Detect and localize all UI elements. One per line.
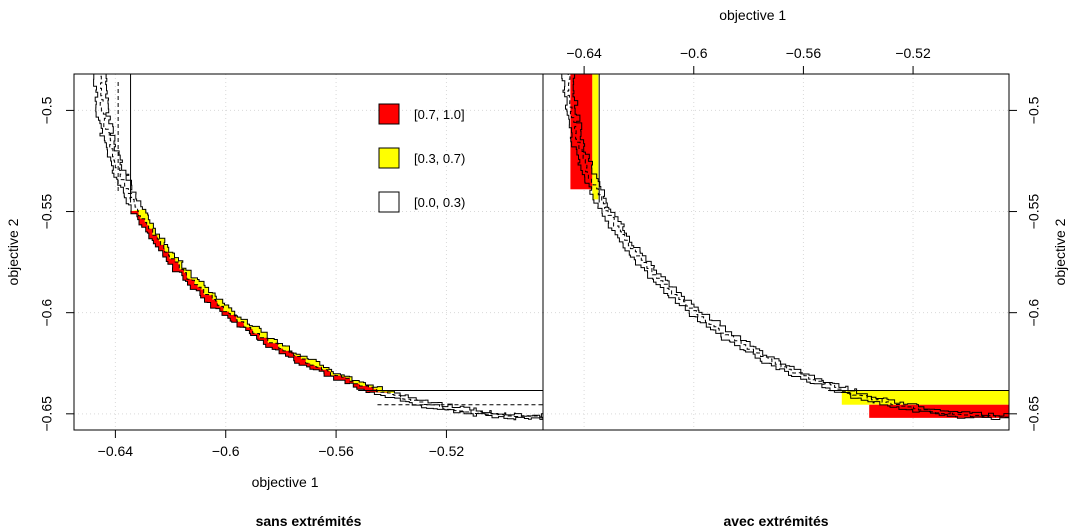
x-tick-label: −0.56: [786, 45, 822, 61]
region-yellow-bottom-right: [841, 390, 1009, 405]
y-tick-label: −0.6: [1026, 299, 1042, 327]
region-red-bottom-right: [869, 404, 1009, 418]
x-tick-label: −0.6: [212, 443, 240, 459]
y-axis-title: objective 2: [1052, 218, 1068, 285]
panel-title: avec extrémités: [723, 513, 828, 529]
front-solid-inner: [561, 74, 1009, 420]
y-tick-label: −0.5: [39, 96, 55, 124]
legend-label-0: [0.7, 1.0]: [414, 107, 465, 122]
x-tick-label: −0.52: [429, 443, 465, 459]
y-tick-label: −0.55: [1026, 194, 1042, 230]
y-tick-label: −0.55: [39, 194, 55, 230]
region-yellow-top-left: [592, 74, 599, 200]
panel-sans-extremites: −0.64 −0.6 −0.56 −0.52 −0.5 −0.55 −0.6 −0.65 obj…: [5, 73, 544, 529]
x-axis-title: objective 1: [719, 7, 786, 23]
panel-avec-extremites: −0.64 −0.6 −0.56 −0.52 −0.5 −0.55 −0.6 −0.65 obj…: [542, 7, 1068, 529]
x-tick-label: −0.6: [680, 45, 708, 61]
legend: [0.7, 1.0] [0.3, 0.7) [0.0, 0.3): [378, 103, 465, 213]
x-tick-label: −0.64: [566, 45, 602, 61]
band-yellow: [130, 209, 401, 393]
x-tick-label: −0.52: [895, 45, 931, 61]
front-solid-outer: [572, 74, 1009, 417]
panel-frame: [73, 73, 544, 431]
legend-swatch-0: [378, 103, 400, 125]
panel-frame: [542, 73, 1010, 431]
x-tick-label: −0.56: [318, 443, 354, 459]
front-solid-inner: [93, 74, 543, 421]
x-tick-label: −0.64: [98, 443, 134, 459]
plot-area: [543, 74, 1009, 430]
y-tick-label: −0.65: [1026, 396, 1042, 432]
y-axis-title: objective 2: [5, 218, 21, 285]
front-dashed: [567, 74, 1009, 418]
legend-swatch-1: [378, 147, 400, 169]
y-tick-label: −0.5: [1026, 96, 1042, 124]
panel-title: sans extrémités: [256, 513, 362, 529]
legend-label-1: [0.3, 0.7): [414, 151, 465, 166]
front-dashed: [99, 74, 543, 419]
plot-area: [74, 74, 543, 430]
y-tick-label: −0.6: [39, 299, 55, 327]
legend-swatch-2: [378, 191, 400, 213]
legend-label-2: [0.0, 0.3): [414, 195, 465, 210]
band-red: [130, 211, 392, 393]
x-axis-title: objective 1: [252, 474, 319, 490]
front-solid-outer: [105, 74, 543, 418]
y-tick-label: −0.65: [39, 396, 55, 432]
